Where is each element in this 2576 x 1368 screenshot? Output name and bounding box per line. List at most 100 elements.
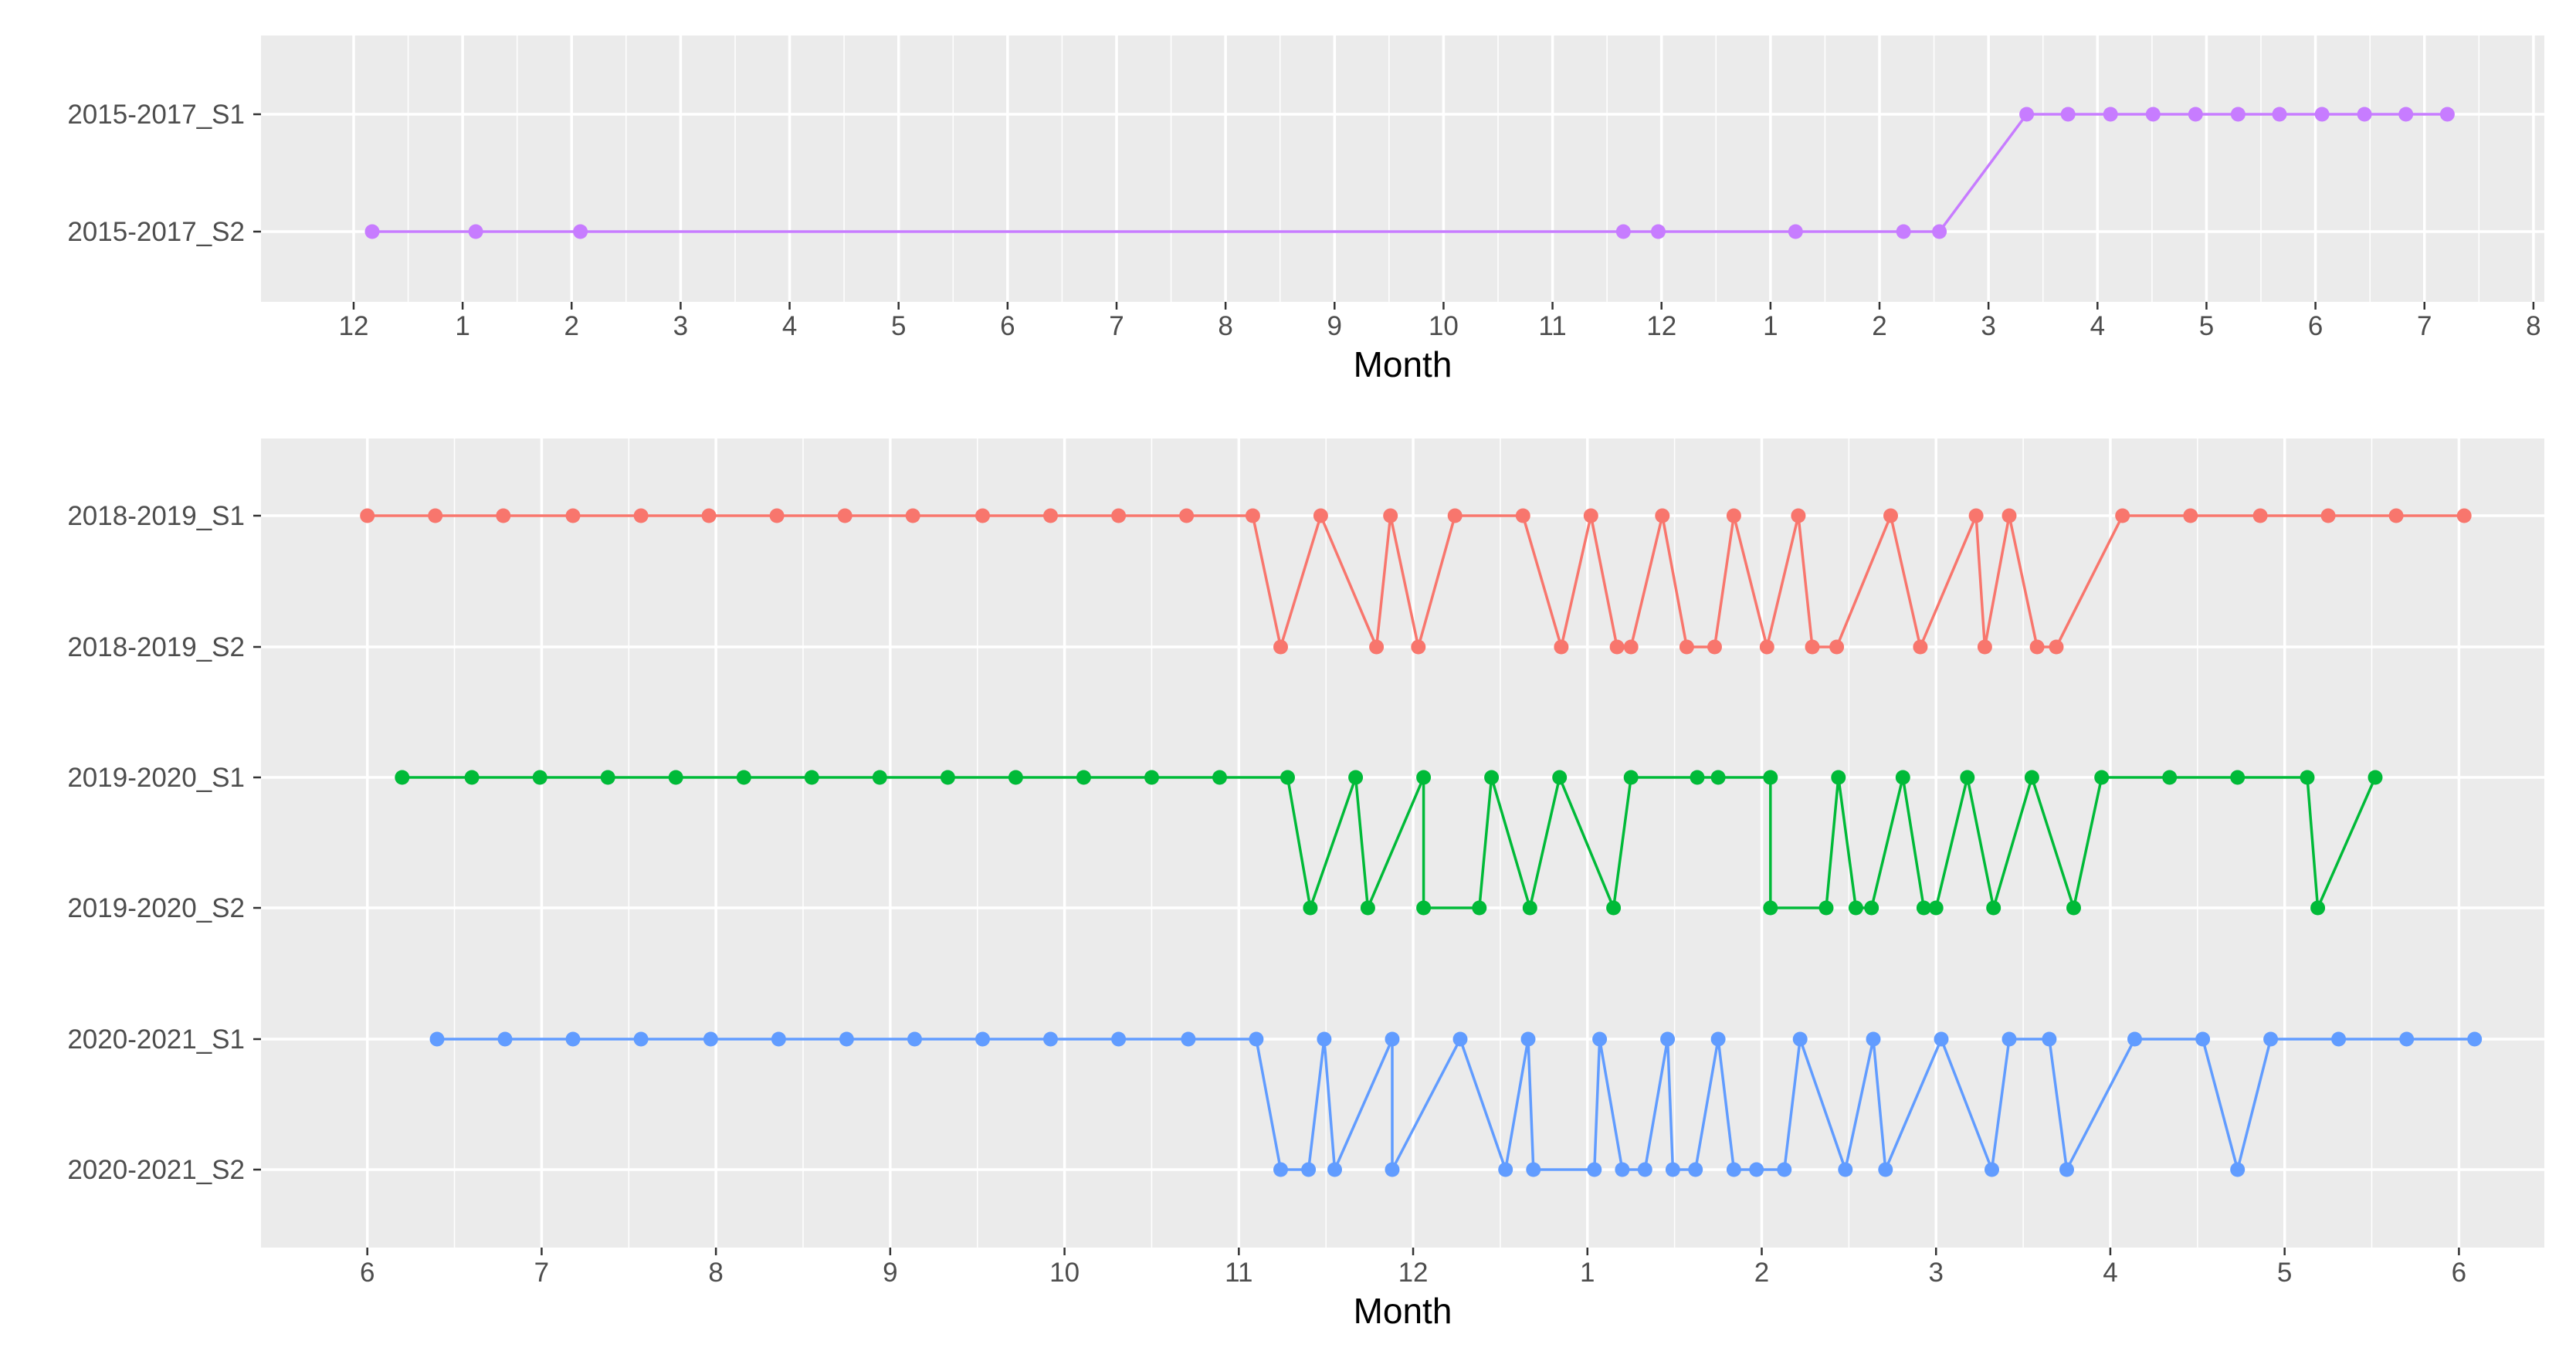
bottom-data-point: [1805, 639, 1820, 655]
top-data-point: [2439, 107, 2455, 122]
bottom-data-point: [1726, 508, 1741, 523]
bottom-x-tick-label: 7: [534, 1258, 549, 1288]
bottom-data-point: [633, 1031, 649, 1047]
top-x-tick-label: 10: [1429, 311, 1459, 341]
bottom-y-tick-label: 2018-2019_S1: [67, 501, 245, 531]
bottom-data-point: [1763, 770, 1778, 785]
bottom-data-point: [1707, 639, 1722, 655]
bottom-data-point: [1144, 770, 1159, 785]
top-data-point: [2103, 107, 2118, 122]
bottom-x-tick-label: 2: [1754, 1258, 1769, 1288]
bottom-data-point: [1710, 1031, 1726, 1047]
top-data-point: [2398, 107, 2414, 122]
top-data-point: [1651, 224, 1666, 239]
top-data-point: [1932, 224, 1947, 239]
bottom-data-point: [1655, 508, 1670, 523]
top-x-tick-label: 3: [1981, 311, 1995, 341]
bottom-data-point: [429, 1031, 445, 1047]
bottom-x-tick-label: 10: [1049, 1258, 1080, 1288]
bottom-data-point: [1515, 508, 1530, 523]
bottom-data-point: [1726, 1162, 1741, 1177]
bottom-x-axis-title: Month: [1354, 1291, 1452, 1331]
bottom-data-point: [2230, 1162, 2246, 1177]
bottom-data-point: [1245, 508, 1260, 523]
bottom-data-point: [2320, 508, 2336, 523]
bottom-data-point: [2001, 508, 2017, 523]
bottom-data-point: [1592, 1031, 1608, 1047]
top-data-point: [573, 224, 588, 239]
bottom-data-point: [1637, 1162, 1652, 1177]
top-data-point: [2357, 107, 2372, 122]
bottom-data-point: [2127, 1031, 2142, 1047]
bottom-data-point: [633, 508, 649, 523]
bottom-y-tick-label: 2020-2021_S2: [67, 1155, 245, 1185]
top-x-tick-label: 3: [673, 311, 688, 341]
bottom-y-tick-label: 2020-2021_S1: [67, 1024, 245, 1055]
bottom-data-point: [2230, 770, 2246, 785]
bottom-data-point: [872, 770, 887, 785]
bottom-data-point: [1554, 639, 1569, 655]
bottom-data-point: [1883, 508, 1898, 523]
top-x-tick-label: 8: [1218, 311, 1232, 341]
bottom-data-point: [1791, 508, 1806, 523]
bottom-data-point: [1111, 1031, 1127, 1047]
bottom-data-point: [2456, 508, 2472, 523]
bottom-x-tick-label: 6: [2452, 1258, 2466, 1288]
bottom-data-point: [2388, 508, 2404, 523]
top-data-point: [1896, 224, 1911, 239]
bottom-data-point: [565, 508, 581, 523]
bottom-x-tick-label: 12: [1398, 1258, 1429, 1288]
top-data-point: [468, 224, 483, 239]
bottom-data-point: [2162, 770, 2178, 785]
bottom-data-point: [1583, 508, 1598, 523]
top-data-point: [2314, 107, 2330, 122]
bottom-data-point: [1985, 1162, 1999, 1177]
top-chart-panel: 121234567891011121234567892015-2017_S120…: [67, 36, 2544, 384]
bottom-data-point: [905, 508, 920, 523]
bottom-data-point: [1838, 1162, 1853, 1177]
bottom-data-point: [532, 770, 547, 785]
bottom-data-point: [975, 508, 990, 523]
top-x-tick-label: 8: [2526, 311, 2540, 341]
bottom-data-point: [1327, 1162, 1342, 1177]
bottom-x-tick-label: 8: [708, 1258, 723, 1288]
bottom-data-point: [497, 1031, 513, 1047]
top-x-tick-label: 9: [1327, 311, 1342, 341]
bottom-data-point: [1416, 770, 1432, 785]
top-x-tick-label: 5: [891, 311, 906, 341]
bottom-data-point: [2368, 770, 2383, 785]
bottom-data-point: [1679, 639, 1694, 655]
bottom-data-point: [1913, 639, 1928, 655]
top-x-tick-label: 12: [339, 311, 369, 341]
bottom-data-point: [1606, 900, 1622, 916]
bottom-data-point: [2049, 639, 2064, 655]
bottom-data-point: [1710, 770, 1726, 785]
bottom-data-point: [1829, 639, 1845, 655]
bottom-data-point: [2331, 1031, 2347, 1047]
top-x-tick-label: 4: [2090, 311, 2105, 341]
bottom-data-point: [1928, 900, 1944, 916]
bottom-data-point: [907, 1031, 922, 1047]
bottom-data-point: [2300, 770, 2315, 785]
top-data-point: [2145, 107, 2161, 122]
bottom-data-point: [2310, 900, 2326, 916]
bottom-data-point: [1273, 639, 1288, 655]
bottom-data-point: [1848, 900, 1863, 916]
bottom-data-point: [1383, 508, 1398, 523]
bottom-data-point: [804, 770, 819, 785]
bottom-series-line: [402, 776, 2377, 909]
bottom-data-point: [1665, 1162, 1680, 1177]
bottom-data-point: [1179, 508, 1195, 523]
bottom-data-point: [1348, 770, 1364, 785]
bottom-data-point: [1212, 770, 1227, 785]
bottom-data-point: [2042, 1031, 2057, 1047]
bottom-panel-background: [261, 439, 2544, 1248]
bottom-data-point: [1831, 770, 1846, 785]
top-x-tick-label: 5: [2199, 311, 2214, 341]
bottom-data-point: [1977, 639, 1992, 655]
top-x-tick-label: 4: [782, 311, 797, 341]
bottom-data-point: [1181, 1031, 1196, 1047]
bottom-x-tick-label: 5: [2277, 1258, 2292, 1288]
bottom-data-point: [360, 508, 375, 523]
